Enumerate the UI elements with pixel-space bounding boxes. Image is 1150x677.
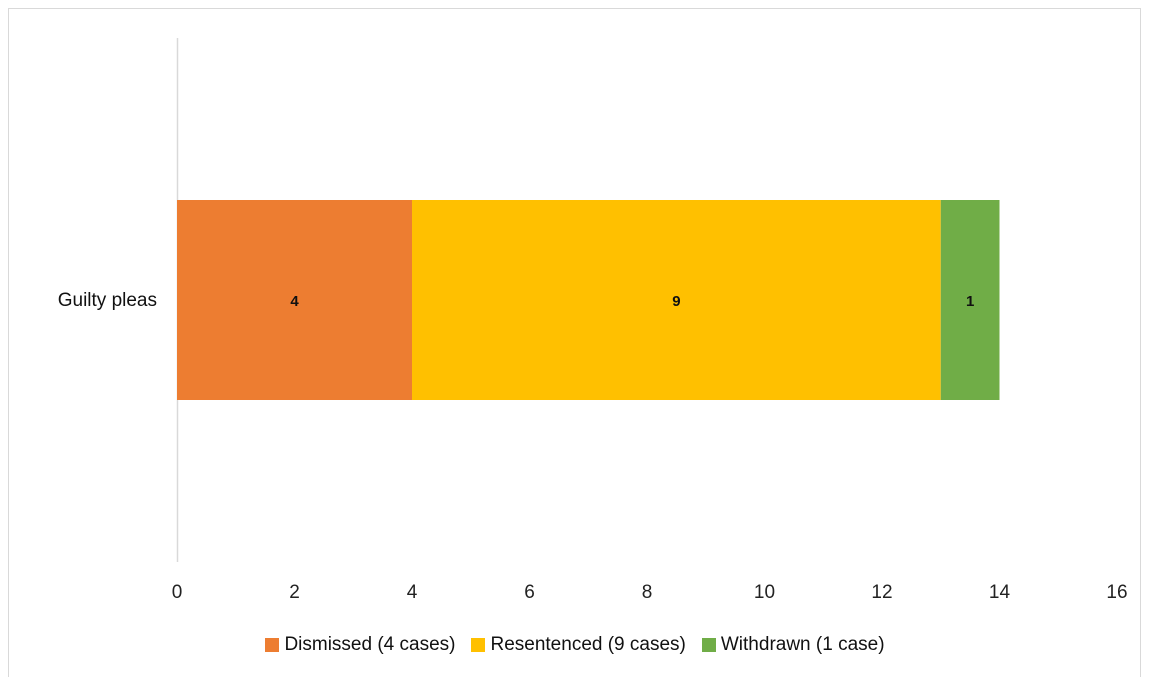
legend-item-resentenced: Resentenced (9 cases): [471, 634, 686, 656]
legend: Dismissed (4 cases) Resentenced (9 cases)…: [0, 634, 1150, 656]
legend-item-dismissed: Dismissed (4 cases): [265, 634, 455, 656]
x-tick-label: 6: [524, 582, 535, 603]
bar-segment-dismissed: [177, 200, 412, 400]
x-tick-label: 16: [1106, 582, 1127, 603]
legend-swatch: [701, 638, 716, 652]
data-label-withdrawn: 1: [966, 293, 974, 310]
legend-label: Dismissed (4 cases): [284, 634, 456, 655]
chart-frame: [8, 8, 1141, 677]
x-tick-label: 10: [754, 582, 775, 603]
bar-segment-resentenced: [412, 200, 941, 400]
x-tick-label: 14: [989, 582, 1011, 603]
data-label-dismissed: 4: [290, 293, 299, 310]
x-tick-label: 4: [407, 582, 418, 603]
legend-label: Withdrawn (1 case): [720, 634, 885, 655]
data-label-resentenced: 9: [672, 293, 680, 310]
legend-label: Resentenced (9 cases): [490, 634, 686, 655]
x-tick-label: 12: [871, 582, 892, 603]
legend-swatch: [471, 638, 486, 652]
legend-swatch: [265, 638, 280, 652]
x-tick-label: 2: [289, 582, 300, 603]
x-tick-label: 0: [172, 582, 183, 603]
category-label: Guilty pleas: [58, 290, 157, 311]
bar-segment-withdrawn: [940, 200, 1000, 400]
x-tick-label: 8: [642, 582, 653, 603]
legend-item-withdrawn: Withdrawn (1 case): [701, 634, 885, 656]
